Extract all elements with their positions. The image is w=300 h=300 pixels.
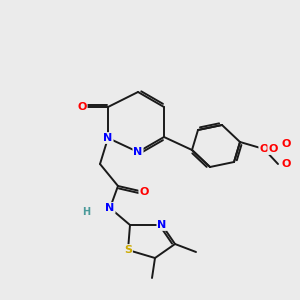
Text: N: N	[134, 147, 142, 157]
Text: N: N	[105, 203, 115, 213]
Text: H: H	[82, 207, 90, 217]
Text: O: O	[282, 159, 291, 169]
Text: O: O	[281, 139, 291, 149]
Text: O: O	[268, 144, 278, 154]
Text: S: S	[124, 245, 132, 255]
Text: N: N	[158, 220, 166, 230]
Text: O: O	[259, 144, 269, 154]
Text: O: O	[77, 102, 87, 112]
Text: N: N	[103, 133, 112, 143]
Text: O: O	[139, 187, 149, 197]
